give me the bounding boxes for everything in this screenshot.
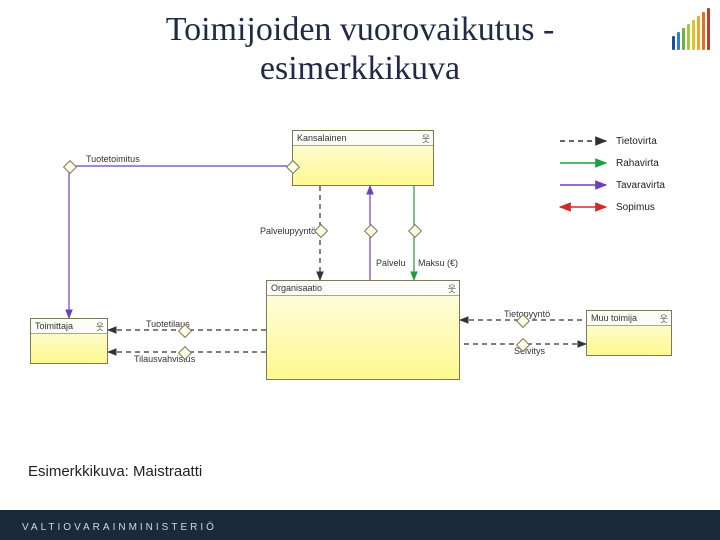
actor-label: Kansalainen	[293, 131, 433, 146]
title-line-2: esimerkkikuva	[260, 50, 460, 87]
actor-icon: 웃	[448, 282, 456, 295]
slide: Toimijoiden vuorovaikutus - esimerkkikuv…	[0, 0, 720, 540]
edge-label-tuotetoimitus: Tuotetoimitus	[86, 154, 140, 164]
actor-icon: 웃	[660, 312, 668, 325]
title-line-1: Toimijoiden vuorovaikutus -	[166, 11, 555, 48]
legend-row: Tietovirta	[558, 130, 688, 152]
legend-label: Sopimus	[616, 202, 655, 213]
actor-kansalainen: Kansalainen웃	[292, 130, 434, 186]
slide-title: Toimijoiden vuorovaikutus - esimerkkikuv…	[0, 10, 720, 88]
legend-label: Rahavirta	[616, 158, 659, 169]
actor-icon: 웃	[422, 132, 430, 145]
actor-organisaatio: Organisaatio웃	[266, 280, 460, 380]
caption: Esimerkkikuva: Maistraatti	[28, 463, 202, 480]
logo-bars	[672, 6, 710, 50]
legend-row: Tavaravirta	[558, 174, 688, 196]
legend-line-icon	[558, 134, 610, 148]
logo-bar	[707, 8, 710, 50]
footer-text: VALTIOVARAINMINISTERIÖ	[22, 522, 217, 533]
legend-row: Sopimus	[558, 196, 688, 218]
diagram-canvas: Tietovirta Rahavirta Tavaravirta Sopimus Ka…	[30, 130, 690, 430]
actor-muu: Muu toimija웃	[586, 310, 672, 356]
edge-label-palvelu: Palvelu	[376, 258, 406, 268]
edge-label-palvelupyynto: Palvelupyyntö	[260, 226, 316, 236]
legend-line-icon	[558, 178, 610, 192]
logo-bar	[687, 24, 690, 50]
logo-bar	[692, 20, 695, 50]
edge-label-maksu: Maksu (€)	[418, 258, 458, 268]
logo-bar	[702, 12, 705, 50]
logo-bar	[697, 16, 700, 50]
logo-bar	[682, 28, 685, 50]
logo-bar	[677, 32, 680, 50]
legend: Tietovirta Rahavirta Tavaravirta Sopimus	[558, 130, 688, 218]
logo-bar	[672, 36, 675, 50]
footer-bar: VALTIOVARAINMINISTERIÖ	[0, 510, 720, 540]
actor-icon: 웃	[96, 320, 104, 333]
actor-toimittaja: Toimittaja웃	[30, 318, 108, 364]
legend-row: Rahavirta	[558, 152, 688, 174]
legend-label: Tavaravirta	[616, 180, 665, 191]
legend-line-icon	[558, 200, 610, 214]
legend-label: Tietovirta	[616, 136, 657, 147]
edge-tuotetoimitus	[69, 166, 292, 318]
legend-line-icon	[558, 156, 610, 170]
actor-label: Organisaatio	[267, 281, 459, 296]
actor-label: Muu toimija	[587, 311, 671, 326]
